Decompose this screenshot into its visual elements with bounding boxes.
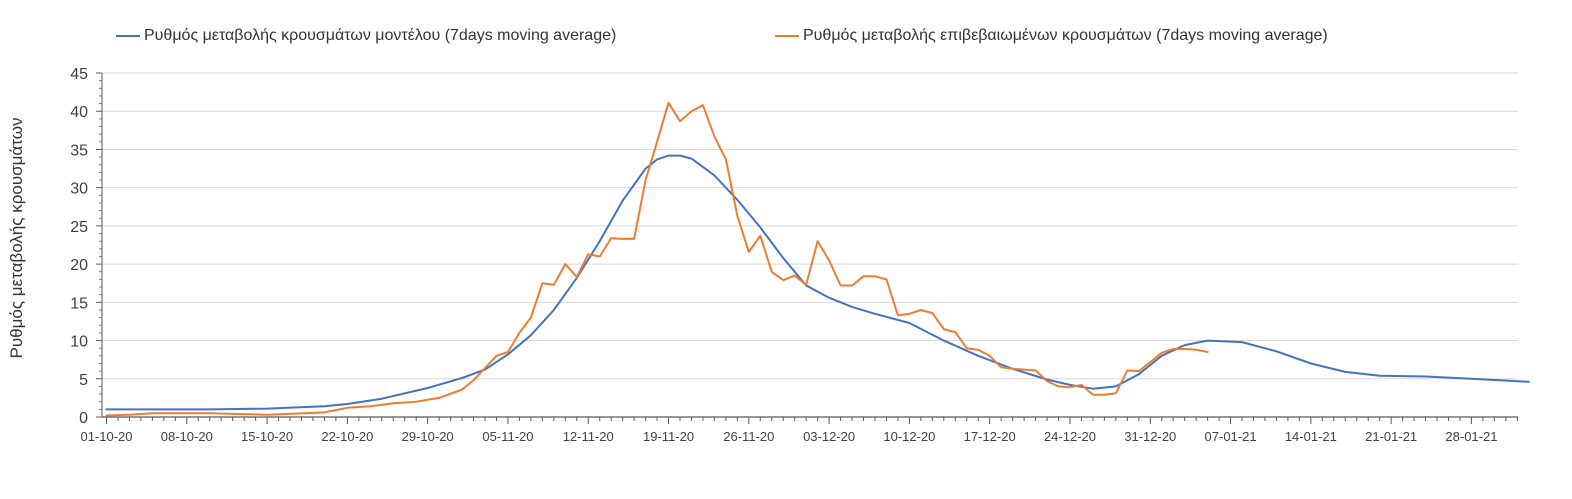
legend-item-confirmed: Ρυθμός μεταβολής επιβεβαιωμένων κρουσμάτ… [775,24,1328,48]
series-line-0 [105,154,1530,411]
x-tick-label-29-10-20: 29-10-20 [402,429,454,444]
x-tick-label-26-11-20: 26-11-20 [723,429,774,444]
y-tick-label-15: 15 [70,295,88,312]
axes [96,72,1518,424]
x-tick-label-07-01-21: 07-01-21 [1205,429,1257,444]
x-tick-label-17-12-20: 17-12-20 [964,429,1016,444]
y-axis-title: Ρυθμός μεταβολής κρουσμάτων [7,117,26,359]
y-tick-label-45: 45 [70,66,88,83]
x-tick-label-05-11-20: 05-11-20 [482,429,533,444]
x-tick-label-12-11-20: 12-11-20 [563,429,614,444]
x-tick-label-08-10-20: 08-10-20 [161,429,213,444]
legend-item-model: Ρυθμός μεταβολής κρουσμάτων μοντέλου (7d… [116,24,616,48]
y-tick-label-30: 30 [70,181,88,198]
series-lines [105,101,1530,417]
x-tick-label-14-01-21: 14-01-21 [1285,429,1337,444]
legend-swatch-model [116,35,140,37]
grid-lines [102,72,1518,380]
x-tick-label-03-12-20: 03-12-20 [803,429,855,444]
y-tick-label-0: 0 [79,410,88,427]
legend-label-model: Ρυθμός μεταβολής κρουσμάτων μοντέλου (7d… [144,27,617,44]
x-tick-label-31-12-20: 31-12-20 [1124,429,1176,444]
x-tick-label-15-10-20: 15-10-20 [241,429,293,444]
x-tick-label-28-01-21: 28-01-21 [1445,429,1497,444]
y-tick-label-25: 25 [70,219,88,236]
x-tick-labels: 01-10-20 08-10-20 15-10-20 22-10-20 29-10-20… [80,429,1497,444]
legend-swatch-confirmed [775,35,799,37]
x-tick-label-24-12-20: 24-12-20 [1044,429,1096,444]
y-tick-labels: 0 5 10 15 20 25 30 35 40 45 [70,66,88,427]
y-tick-label-40: 40 [70,104,88,121]
x-tick-label-10-12-20: 10-12-20 [883,429,935,444]
y-tick-label-20: 20 [70,257,88,274]
y-tick-label-35: 35 [70,142,88,159]
x-tick-label-01-10-20: 01-10-20 [80,429,132,444]
series-line-1 [105,101,1209,417]
legend-label-confirmed: Ρυθμός μεταβολής επιβεβαιωμένων κρουσμάτ… [803,27,1328,44]
x-tick-label-19-11-20: 19-11-20 [643,429,694,444]
x-tick-label-21-01-21: 21-01-21 [1365,429,1417,444]
y-tick-label-10: 10 [70,334,88,351]
y-tick-label-5: 5 [79,372,88,389]
x-tick-label-22-10-20: 22-10-20 [321,429,373,444]
